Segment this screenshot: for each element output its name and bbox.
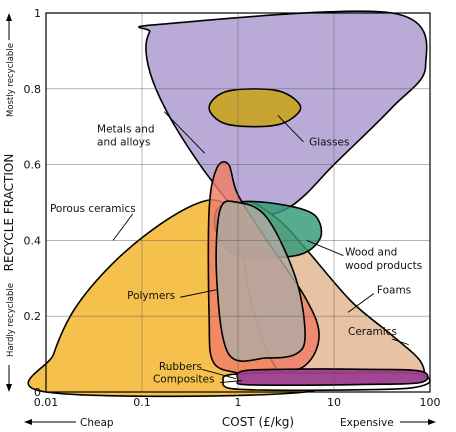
label-wood-products: wood products [345,260,422,272]
x-end-label-cheap: Cheap [80,417,114,429]
leader-line [220,380,243,383]
x-axis-title: COST (£/kg) [222,415,294,429]
y-tick-label: 0.4 [24,234,42,247]
leader-line [201,368,236,380]
y-tick-label: 0 [34,386,41,399]
label-foams: Foams [377,284,411,296]
y-tick-label: 0.8 [24,83,42,96]
leader-line [163,111,206,154]
label-metals-and: Metals and [97,123,155,135]
arrowhead-expensive [428,419,436,425]
y-end-label-mostly: Mostly recyclable [6,43,16,117]
x-tick-label: 0.01 [34,396,59,409]
region-composites [236,368,429,387]
annotations: Metals and and alloys Glasses Porous cerami… [50,111,422,386]
arrowhead-hardly [6,384,12,392]
axis-titles: COST (£/kg) RECYCLE FRACTION Cheap Expensiv… [2,13,436,429]
leader-line [391,338,409,346]
x-tick-label: 10 [327,396,341,409]
label-rubbers: Rubbers [159,361,202,373]
plot-frame [45,12,431,393]
leader-line [277,115,304,143]
label-ceramics: Ceramics [348,326,397,338]
leader-line [112,213,134,241]
label-polymers: Polymers [127,290,175,302]
leader-line [180,289,217,298]
x-end-label-expensive: Expensive [340,417,394,429]
region-ceramics [215,200,306,362]
region-glasses [208,87,302,128]
material-regions [27,10,431,398]
x-tick-label: 1 [235,396,242,409]
y-tick-label: 0.2 [24,310,42,323]
y-axis-title: RECYCLE FRACTION [2,154,16,272]
y-tick-label: 0.6 [24,159,42,172]
label-wood-and: Wood and [345,247,397,259]
arrowhead-cheap [24,419,32,425]
label-composites: Composites [153,374,215,386]
y-tick-label: 1 [34,7,41,20]
grid [46,13,430,392]
label-porous-ceramics: Porous ceramics [50,203,136,215]
tick-labels: 0.01 0.1 1 10 100 0 0.2 0.4 0.6 0.8 1 [24,7,441,409]
label-and-alloys: and alloys [97,137,150,149]
y-end-label-hardly: Hardly recyclable [6,283,16,357]
leader-line [347,293,375,313]
leader-line [306,239,344,256]
label-glasses: Glasses [309,137,349,149]
x-tick-label: 0.1 [133,396,151,409]
arrowhead-mostly [6,13,12,21]
x-tick-label: 100 [420,396,441,409]
